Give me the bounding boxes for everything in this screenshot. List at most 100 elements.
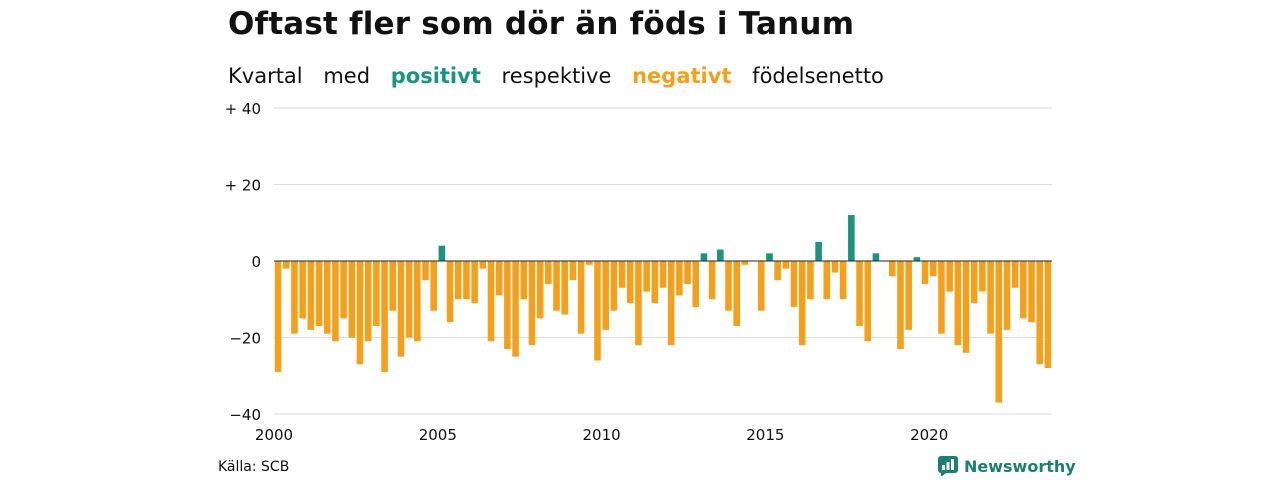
bar [651, 261, 659, 304]
bar [389, 261, 397, 311]
bar [635, 261, 642, 346]
bar [807, 261, 814, 300]
y-tick-label: −20 [229, 330, 261, 348]
subtitle-word-respektive: respektive [501, 64, 612, 88]
bar [414, 261, 421, 342]
bar [307, 261, 315, 330]
bar [569, 261, 577, 281]
bar [422, 261, 429, 281]
bar [823, 261, 831, 300]
bar [1028, 261, 1035, 323]
bar [504, 261, 511, 349]
bar [700, 253, 708, 261]
bar [987, 261, 994, 334]
bar [463, 261, 470, 300]
bar [602, 261, 609, 330]
subtitle-word-fodelsenetto: födelsenetto [752, 64, 884, 88]
bar [979, 261, 986, 292]
bar [684, 261, 691, 284]
x-tick-label: 2010 [582, 426, 620, 444]
newsworthy-logo: Newsworthy [938, 456, 1076, 476]
bar [725, 261, 732, 311]
bar [561, 261, 569, 315]
bar [536, 261, 544, 319]
bar [856, 261, 863, 327]
bar [757, 261, 765, 311]
x-tick-label: 2020 [910, 426, 948, 444]
newsworthy-logo-icon [938, 456, 958, 476]
bar [512, 261, 519, 357]
chart-subtitle: Kvartal med positivt respektive negativt… [228, 64, 898, 88]
bar [495, 261, 503, 296]
x-tick-label: 2005 [419, 426, 457, 444]
bar [774, 261, 781, 281]
legend-positive: positivt [390, 64, 481, 88]
bar [282, 261, 290, 269]
bar [520, 261, 528, 300]
logo-text: Newsworthy [964, 456, 1076, 476]
bar [929, 261, 937, 277]
chart-title: Oftast fler som dör än föds i Tanum [228, 6, 855, 42]
bar [970, 261, 978, 304]
bar [1020, 261, 1027, 319]
bar [667, 261, 675, 346]
bar [733, 261, 740, 327]
bar [1044, 261, 1052, 369]
bar [610, 261, 618, 311]
bar [315, 261, 323, 327]
bar [889, 261, 896, 277]
bar [839, 261, 847, 300]
bar [995, 261, 1003, 403]
bar [332, 261, 339, 342]
bar [397, 261, 405, 357]
bar [921, 261, 929, 284]
bar [479, 261, 487, 269]
bar [553, 261, 560, 311]
bar [323, 261, 331, 334]
bar [905, 261, 912, 330]
y-tick-label: −40 [229, 406, 261, 424]
bar [872, 253, 880, 261]
bar [274, 261, 282, 372]
bar [766, 253, 773, 261]
bar [405, 261, 413, 338]
bar-layer [274, 215, 1052, 403]
subtitle-word-med: med [323, 64, 371, 88]
bar [430, 261, 437, 311]
bar [962, 261, 970, 353]
bar [815, 241, 822, 262]
bar [643, 261, 650, 292]
bar [676, 261, 683, 296]
bar [471, 261, 478, 304]
y-tick-label: + 20 [225, 177, 261, 195]
x-tick-label: 2015 [746, 426, 784, 444]
bar [299, 261, 306, 319]
bar [717, 249, 724, 261]
source-note: Källa: SCB [218, 459, 290, 475]
x-tick-label: 2000 [255, 426, 293, 444]
bar [708, 261, 716, 300]
bar [528, 261, 536, 346]
bar [364, 261, 372, 342]
bar [577, 261, 585, 334]
bar [659, 261, 667, 288]
legend-negative: negativt [632, 64, 732, 88]
bar [1011, 261, 1019, 288]
bar [438, 245, 446, 261]
bar [831, 261, 839, 273]
bar [741, 261, 749, 265]
bar [848, 215, 855, 261]
bar [618, 261, 626, 288]
axis-layer: + 40 + 20 0 −20 −40 2000 2005 2010 2015 2020 [225, 100, 1052, 444]
bar [340, 261, 347, 319]
bar [954, 261, 962, 346]
bar [790, 261, 798, 307]
bar [897, 261, 904, 349]
bar [913, 257, 921, 261]
bar [545, 261, 552, 284]
subtitle-word-kvartal: Kvartal [228, 64, 303, 88]
bar [782, 261, 790, 269]
y-tick-label: + 40 [225, 100, 261, 118]
bar [381, 261, 388, 372]
bar [692, 261, 700, 307]
